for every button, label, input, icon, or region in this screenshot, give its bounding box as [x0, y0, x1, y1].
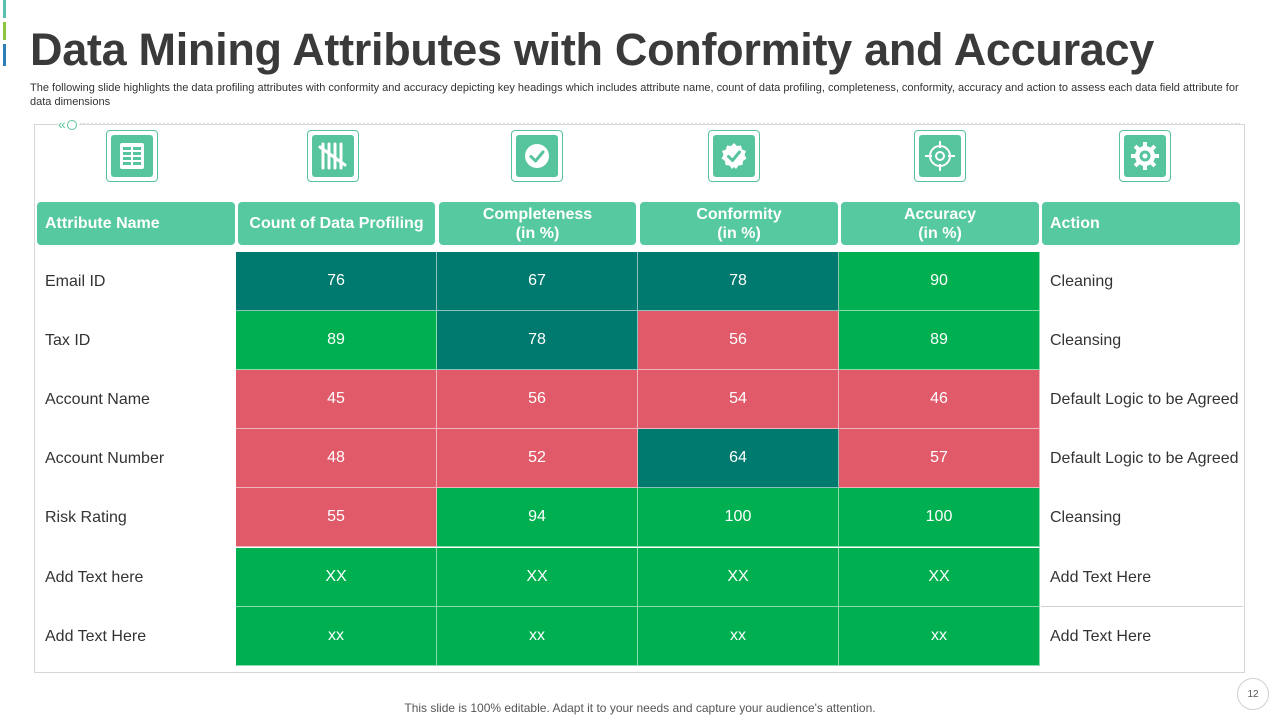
- target-icon: [914, 130, 966, 182]
- cell-accuracy: 46: [839, 370, 1040, 429]
- header-attribute-name: Attribute Name: [37, 202, 235, 245]
- cell-conformity: 64: [638, 429, 839, 488]
- cell-count: 48: [236, 429, 437, 488]
- checkmark-circle-icon: [511, 130, 563, 182]
- checkmark-badge-icon: [708, 130, 760, 182]
- cell-conformity: 78: [638, 252, 839, 311]
- cell-accuracy: XX: [839, 548, 1040, 607]
- cell-count: 89: [236, 311, 437, 370]
- cell-count: XX: [236, 548, 437, 607]
- cell-conformity: XX: [638, 548, 839, 607]
- cell-completeness: 78: [437, 311, 638, 370]
- cell-count: 55: [236, 488, 437, 547]
- cell-completeness: 94: [437, 488, 638, 547]
- cell-conformity: 56: [638, 311, 839, 370]
- cell-completeness: XX: [437, 548, 638, 607]
- row-attribute-placeholder-2: Add Text Here: [45, 627, 147, 645]
- tally-count-icon: [307, 130, 359, 182]
- accent-bar-2: [3, 22, 6, 40]
- cell-conformity: 54: [638, 370, 839, 429]
- cell-conformity: xx: [638, 607, 839, 666]
- header-label: Attribute Name: [45, 215, 160, 232]
- header-label: Accuracy (in %): [903, 205, 977, 242]
- header-count-of-data-profiling: Count of Data Profiling: [238, 202, 435, 245]
- row-action: Default Logic to be Agreed: [1050, 450, 1239, 467]
- header-action: Action: [1042, 202, 1240, 245]
- row-attribute-tax-id: Tax ID: [45, 331, 91, 349]
- header-completeness: Completeness (in %): [439, 202, 636, 245]
- cell-count: 45: [236, 370, 437, 429]
- action-divider: [1041, 606, 1243, 607]
- row-attribute-risk-rating: Risk Rating: [45, 508, 127, 526]
- row-attribute-account-number: Account Number: [45, 449, 165, 467]
- page-title: Data Mining Attributes with Conformity a…: [30, 24, 1154, 75]
- page-subtitle: The following slide highlights the data …: [30, 82, 1239, 108]
- cell-count: 76: [236, 252, 437, 311]
- header-conformity: Conformity (in %): [640, 202, 838, 245]
- row-action: Default Logic to be Agreed: [1050, 391, 1239, 408]
- header-label: Action: [1050, 215, 1100, 232]
- header-label: Count of Data Profiling: [249, 215, 424, 232]
- footer-note: This slide is 100% editable. Adapt it to…: [404, 701, 876, 715]
- accent-bar-3: [3, 44, 6, 66]
- cell-conformity: 100: [638, 488, 839, 547]
- frame-dotted-border: [80, 123, 1240, 125]
- row-attribute-account-name: Account Name: [45, 390, 150, 408]
- cell-completeness: 52: [437, 429, 638, 488]
- cell-accuracy: 57: [839, 429, 1040, 488]
- row-action: Cleaning: [1050, 273, 1114, 290]
- cell-accuracy: 89: [839, 311, 1040, 370]
- cell-completeness: 67: [437, 252, 638, 311]
- cell-completeness: xx: [437, 607, 638, 666]
- header-label: Completeness (in %): [482, 205, 593, 242]
- cell-accuracy: 100: [839, 488, 1040, 547]
- header-accuracy: Accuracy (in %): [841, 202, 1039, 245]
- cell-accuracy: 90: [839, 252, 1040, 311]
- row-action: Add Text Here: [1050, 628, 1152, 645]
- row-action: Cleansing: [1050, 509, 1122, 526]
- row-attribute-email-id: Email ID: [45, 272, 106, 290]
- row-attribute-placeholder-1: Add Text here: [45, 568, 144, 586]
- accent-bar-1: [3, 0, 6, 18]
- data-table-icon: [106, 130, 158, 182]
- row-action: Cleansing: [1050, 332, 1122, 349]
- cell-completeness: 56: [437, 370, 638, 429]
- cell-accuracy: xx: [839, 607, 1040, 666]
- header-label: Conformity (in %): [696, 205, 782, 242]
- gear-icon: [1119, 130, 1171, 182]
- chevrons-icon: «: [58, 116, 79, 132]
- row-action: Add Text Here: [1050, 569, 1152, 586]
- page-number: 12: [1237, 678, 1269, 710]
- cell-count: xx: [236, 607, 437, 666]
